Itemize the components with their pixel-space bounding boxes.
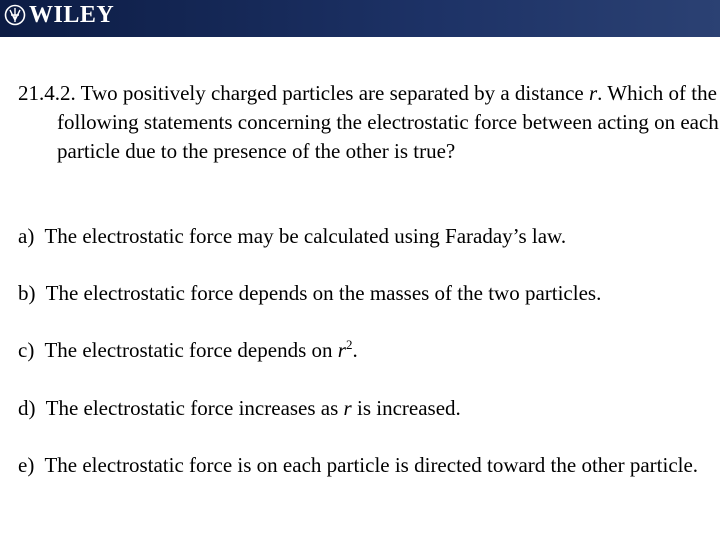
header-bar: WILEY xyxy=(0,0,720,37)
question-text: . Which of the following statements conc… xyxy=(57,81,719,163)
option-text: The electrostatic force increases as xyxy=(45,396,344,420)
variable: r xyxy=(337,338,346,362)
option-letter: e) xyxy=(18,453,35,477)
option-text: The electrostatic force is on each parti… xyxy=(44,453,699,477)
option-letter: a) xyxy=(18,224,35,248)
variable: r xyxy=(343,396,352,420)
option-text: The electrostatic force depends on the m… xyxy=(45,281,602,305)
logo-text: WILEY xyxy=(29,1,115,28)
option-letter: b) xyxy=(18,281,36,305)
option: b) The electrostatic force depends on th… xyxy=(18,279,720,308)
exponent: 2 xyxy=(345,337,353,352)
option-text: The electrostatic force may be calculate… xyxy=(44,224,567,248)
option: d) The electrostatic force increases as … xyxy=(18,394,720,423)
logo-emblem xyxy=(4,4,26,26)
option: a) The electrostatic force may be calcul… xyxy=(18,222,720,251)
option: e) The electrostatic force is on each pa… xyxy=(18,451,720,480)
logo: WILEY xyxy=(4,0,114,30)
option-text: The electrostatic force depends on xyxy=(44,338,338,362)
question-number: 21.4.2. xyxy=(18,81,76,105)
option-text: . xyxy=(352,338,358,362)
question: 21.4.2. Two positively charged particles… xyxy=(18,79,720,166)
option-letter: d) xyxy=(18,396,36,420)
option-text: is increased. xyxy=(351,396,461,420)
option: c) The electrostatic force depends on r2… xyxy=(18,336,720,365)
question-text: Two positively charged particles are sep… xyxy=(80,81,589,105)
option-letter: c) xyxy=(18,338,35,362)
variable: r xyxy=(588,81,598,105)
